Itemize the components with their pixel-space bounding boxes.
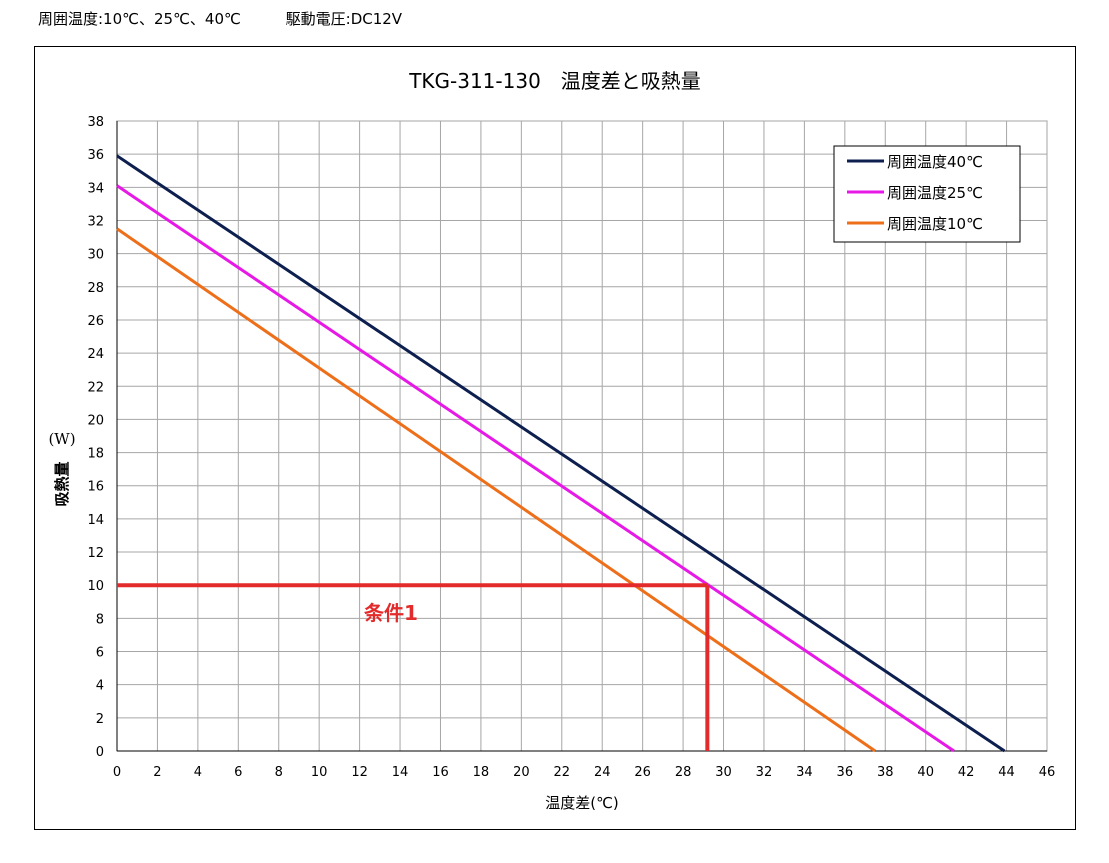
y-tick-label: 12: [87, 546, 104, 561]
y-tick-label: 16: [87, 480, 104, 495]
y-tick-label: 34: [87, 181, 104, 196]
x-tick-label: 2: [153, 765, 161, 780]
x-tick-label: 38: [877, 765, 894, 780]
y-tick-label: 2: [96, 712, 104, 727]
legend-label: 周囲温度10℃: [887, 215, 983, 233]
x-tick-label: 42: [958, 765, 975, 780]
x-tick-label: 36: [837, 765, 854, 780]
x-tick-label: 40: [917, 765, 934, 780]
y-axis-unit: (W): [48, 430, 75, 448]
y-tick-label: 6: [96, 646, 104, 661]
x-tick-label: 6: [234, 765, 242, 780]
x-tick-label: 4: [194, 765, 202, 780]
x-tick-label: 22: [554, 765, 571, 780]
x-tick-label: 10: [311, 765, 328, 780]
y-tick-label: 20: [87, 413, 104, 428]
y-tick-label: 10: [87, 579, 104, 594]
x-tick-label: 34: [796, 765, 813, 780]
x-tick-label: 44: [998, 765, 1015, 780]
x-tick-label: 24: [594, 765, 611, 780]
x-tick-label: 0: [113, 765, 121, 780]
chart-frame: [34, 46, 1076, 830]
y-tick-label: 28: [87, 281, 104, 296]
series-line-2: [116, 184, 955, 753]
series-line-1: [116, 154, 1006, 753]
y-tick-label: 26: [87, 314, 104, 329]
ambient-temperature-label: 周囲温度:10℃、25℃、40℃: [38, 10, 241, 28]
x-tick-label: 32: [756, 765, 773, 780]
x-tick-label: 46: [1039, 765, 1056, 780]
y-tick-label: 30: [87, 248, 104, 263]
x-tick-label: 12: [351, 765, 368, 780]
x-tick-label: 8: [275, 765, 283, 780]
x-tick-label: 28: [675, 765, 692, 780]
page-header: 周囲温度:10℃、25℃、40℃ 駆動電圧:DC12V: [38, 8, 442, 29]
series-line-3: [116, 227, 877, 753]
y-tick-label: 18: [87, 447, 104, 462]
y-tick-label: 4: [96, 679, 104, 694]
y-axis-label: 吸熱量: [53, 461, 71, 506]
y-tick-label: 8: [96, 612, 104, 627]
y-tick-label: 32: [87, 214, 104, 229]
legend-label: 周囲温度25℃: [887, 184, 983, 202]
x-tick-label: 18: [473, 765, 490, 780]
legend-label: 周囲温度40℃: [887, 153, 983, 171]
drive-voltage-label: 駆動電圧:DC12V: [285, 10, 403, 28]
x-tick-label: 26: [634, 765, 651, 780]
y-tick-label: 38: [87, 115, 104, 130]
y-tick-label: 24: [87, 347, 104, 362]
x-tick-label: 30: [715, 765, 732, 780]
y-tick-label: 14: [87, 513, 104, 528]
condition-label: 条件1: [364, 601, 418, 625]
x-tick-label: 20: [513, 765, 530, 780]
y-tick-label: 22: [87, 380, 104, 395]
y-tick-label: 36: [87, 148, 104, 163]
x-tick-label: 16: [432, 765, 449, 780]
x-tick-label: 14: [392, 765, 409, 780]
x-axis-label: 温度差(℃): [545, 794, 619, 812]
chart-title: TKG-311-130 温度差と吸熱量: [408, 69, 701, 93]
y-tick-label: 0: [96, 745, 104, 760]
